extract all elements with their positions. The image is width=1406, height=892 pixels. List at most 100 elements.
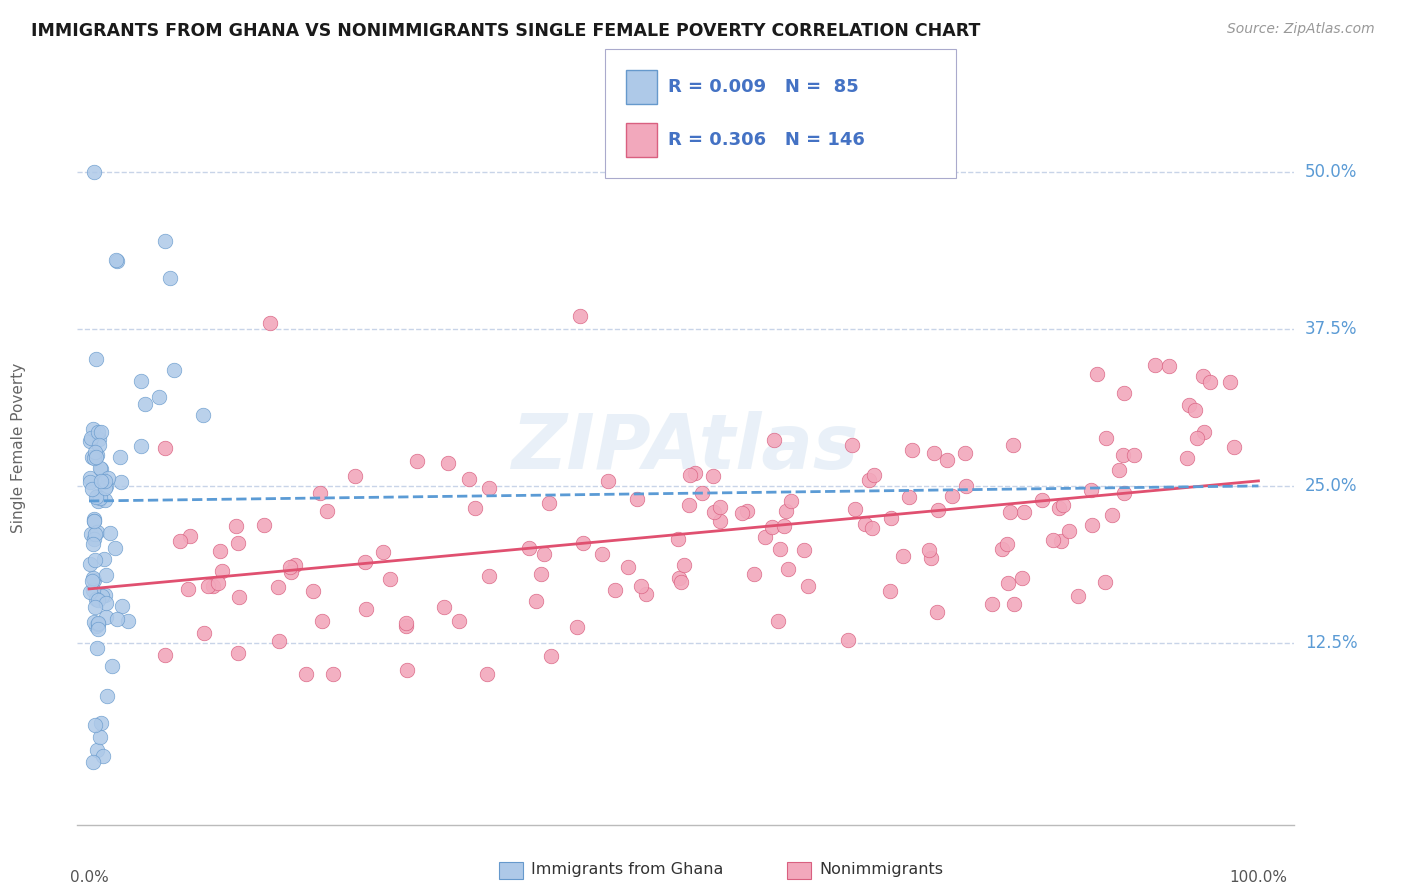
- Point: [995, 537, 1018, 551]
- Point: [603, 582, 626, 597]
- Point: [110, 475, 132, 489]
- Point: [134, 397, 156, 411]
- Point: [666, 532, 689, 546]
- Point: [1112, 385, 1135, 400]
- Point: [343, 468, 366, 483]
- Point: [1222, 440, 1244, 454]
- Point: [433, 599, 456, 614]
- Point: [354, 601, 377, 615]
- Point: [775, 503, 797, 517]
- Point: [94, 610, 117, 624]
- Point: [82, 536, 104, 550]
- Point: [524, 594, 547, 608]
- Point: [316, 504, 339, 518]
- Point: [79, 470, 101, 484]
- Text: IMMIGRANTS FROM GHANA VS NONIMMIGRANTS SINGLE FEMALE POVERTY CORRELATION CHART: IMMIGRANTS FROM GHANA VS NONIMMIGRANTS S…: [31, 22, 980, 40]
- Point: [953, 446, 976, 460]
- Point: [104, 541, 127, 556]
- Point: [79, 434, 101, 449]
- Point: [80, 527, 103, 541]
- Point: [879, 583, 901, 598]
- Point: [82, 571, 104, 585]
- Point: [853, 517, 876, 532]
- Point: [837, 633, 859, 648]
- Point: [761, 520, 783, 534]
- Text: ZIPAtlas: ZIPAtlas: [512, 411, 859, 485]
- Point: [94, 481, 117, 495]
- Point: [86, 622, 108, 636]
- Point: [148, 390, 170, 404]
- Point: [84, 527, 107, 541]
- Point: [89, 461, 111, 475]
- Point: [163, 362, 186, 376]
- Point: [1094, 575, 1116, 590]
- Point: [997, 576, 1019, 591]
- Point: [678, 498, 700, 512]
- Point: [464, 501, 486, 516]
- Point: [863, 467, 886, 482]
- Point: [780, 494, 803, 508]
- Point: [96, 567, 118, 582]
- Point: [208, 543, 231, 558]
- Point: [84, 351, 107, 366]
- Point: [82, 422, 104, 436]
- Point: [517, 541, 540, 555]
- Point: [690, 485, 713, 500]
- Point: [86, 448, 108, 462]
- Point: [129, 374, 152, 388]
- Point: [533, 547, 555, 561]
- Point: [322, 667, 344, 681]
- Point: [90, 589, 112, 603]
- Point: [1101, 508, 1123, 522]
- Point: [86, 593, 108, 607]
- Point: [1004, 597, 1026, 611]
- Point: [475, 667, 498, 681]
- Point: [83, 511, 105, 525]
- Point: [93, 474, 115, 488]
- Point: [89, 491, 111, 505]
- Point: [82, 450, 104, 464]
- Point: [378, 572, 401, 586]
- Point: [669, 575, 692, 590]
- Point: [1192, 369, 1215, 384]
- Point: [159, 270, 181, 285]
- Point: [735, 503, 758, 517]
- Point: [1112, 486, 1135, 500]
- Point: [280, 559, 302, 574]
- Point: [1112, 448, 1135, 462]
- Point: [93, 551, 115, 566]
- Point: [90, 715, 112, 730]
- Point: [565, 620, 588, 634]
- Point: [179, 529, 201, 543]
- Point: [104, 253, 127, 268]
- Point: [110, 450, 132, 465]
- Point: [702, 469, 724, 483]
- Text: 100.0%: 100.0%: [1229, 871, 1288, 886]
- Point: [83, 574, 105, 588]
- Point: [591, 547, 613, 561]
- Point: [226, 536, 249, 550]
- Point: [197, 579, 219, 593]
- Text: 50.0%: 50.0%: [1305, 163, 1357, 181]
- Point: [1011, 571, 1033, 585]
- Point: [111, 599, 134, 613]
- Point: [1175, 451, 1198, 466]
- Point: [1085, 367, 1108, 381]
- Point: [1178, 398, 1201, 412]
- Point: [1012, 505, 1035, 519]
- Point: [94, 596, 117, 610]
- Point: [1001, 438, 1024, 452]
- Point: [84, 445, 107, 459]
- Point: [82, 583, 104, 598]
- Point: [478, 481, 501, 495]
- Point: [83, 553, 105, 567]
- Point: [87, 425, 110, 440]
- Point: [153, 648, 176, 662]
- Point: [920, 551, 942, 566]
- Point: [79, 585, 101, 599]
- Point: [83, 615, 105, 629]
- Point: [97, 471, 120, 485]
- Point: [87, 432, 110, 446]
- Point: [93, 475, 115, 489]
- Text: 12.5%: 12.5%: [1305, 634, 1357, 652]
